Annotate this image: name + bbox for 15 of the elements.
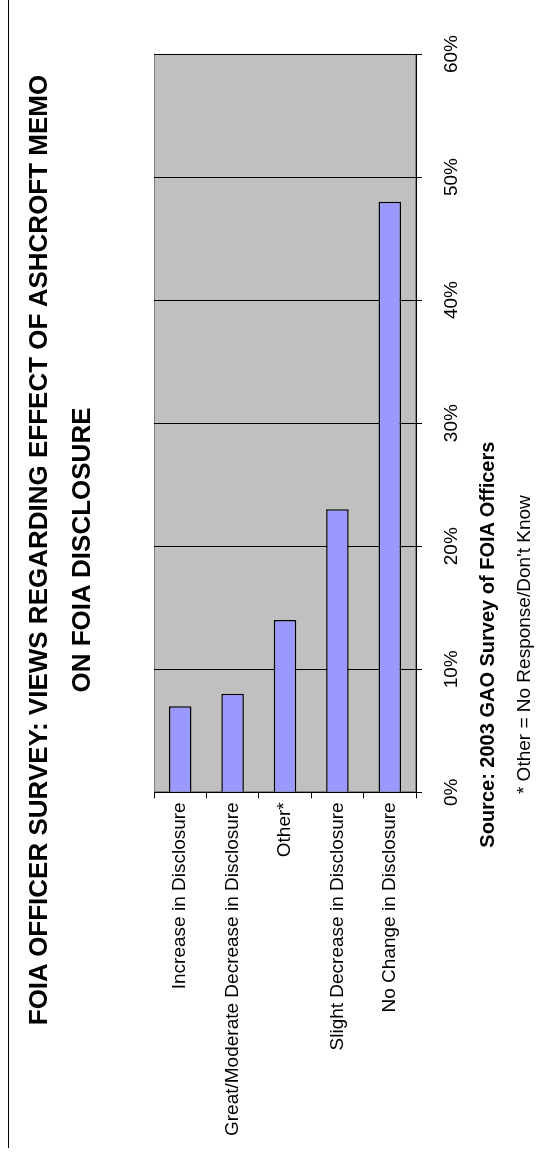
y-tick-label: 0%	[440, 778, 462, 807]
x-tick-label: Increase in Disclosure	[168, 802, 190, 990]
y-tick-label: 50%	[440, 157, 462, 197]
y-tick-label: 10%	[440, 650, 462, 689]
y-tick-label: 20%	[440, 527, 462, 566]
text: * Other = No Response/Don't Know	[513, 494, 535, 795]
y-axis-title: Source: 2003 GAO Survey of FOIA Officers	[475, 441, 498, 848]
text: FOIA OFFICER SURVEY: VIEWS REGARDING EFFECT OF ASHCROFT MEMO ON FOIA DISCLOSURE	[23, 74, 97, 1026]
x-tick-label: Great/Moderate Decrease in Disclosure	[220, 802, 242, 1137]
x-tick-label: Other*	[273, 801, 295, 858]
x-tick-label: Slight Decrease in Disclosure	[325, 802, 347, 1051]
x-tick-label: No Change in Disclosure	[378, 802, 400, 1013]
y-tick-label: 30%	[440, 404, 462, 443]
y-tick-label: 60%	[440, 34, 462, 74]
y-tick-label: 40%	[440, 280, 462, 320]
